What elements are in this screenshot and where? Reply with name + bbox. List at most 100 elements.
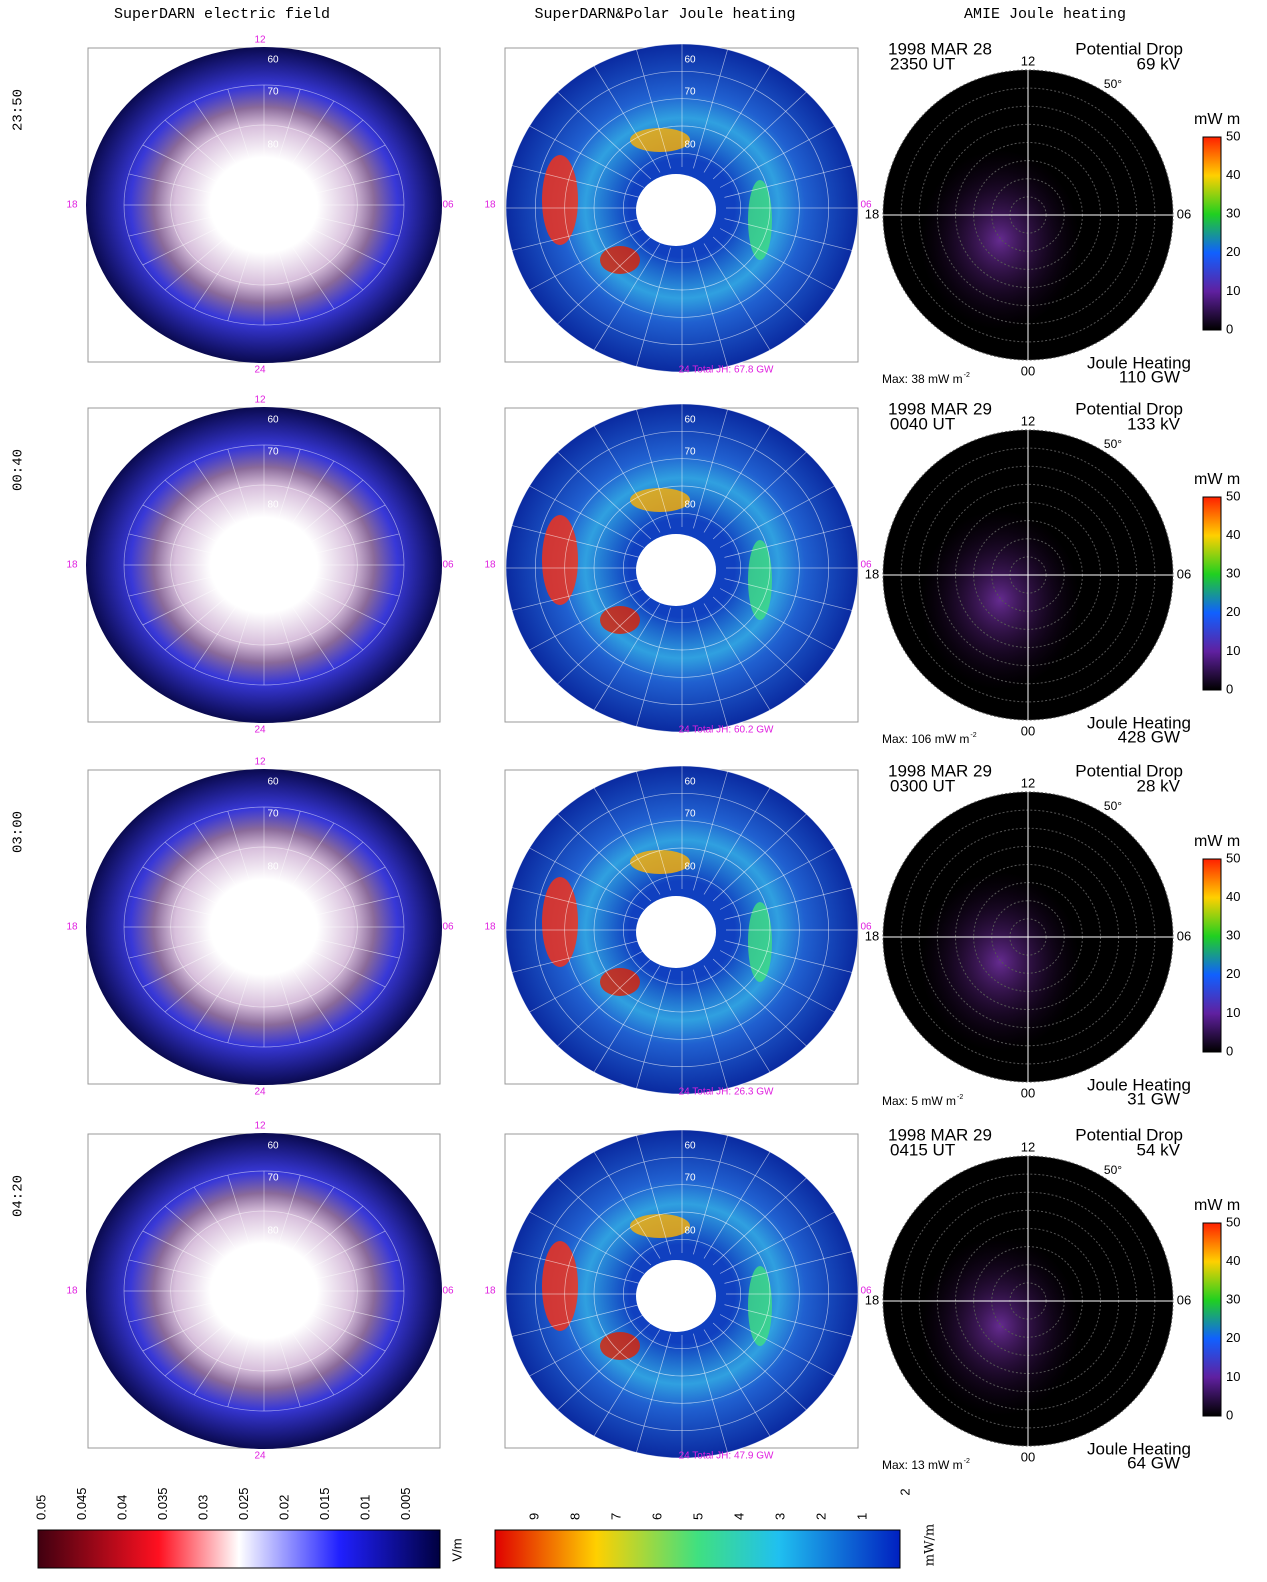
grid-spoke bbox=[557, 1177, 652, 1266]
heating-blob bbox=[600, 246, 640, 274]
grid-spoke bbox=[128, 575, 217, 597]
colorbar-tick: 20 bbox=[1226, 1330, 1240, 1345]
joule-total: 24 Total JH: 47.9 GW bbox=[679, 1451, 774, 1462]
grid-spoke bbox=[298, 1320, 364, 1377]
max-exponent: -2 bbox=[957, 1094, 963, 1101]
dial-label: 12 bbox=[1021, 1139, 1035, 1154]
grid-spoke bbox=[693, 247, 728, 367]
heating-blob bbox=[600, 606, 640, 634]
heating-blob bbox=[630, 1214, 690, 1238]
grid-spoke bbox=[142, 225, 222, 266]
colorbar-tick: 5 bbox=[690, 1513, 705, 1520]
grid-spoke bbox=[164, 119, 230, 176]
colorbar-tick: 9 bbox=[526, 1513, 541, 1520]
grid-spoke bbox=[142, 866, 222, 907]
grid-spoke bbox=[724, 940, 853, 973]
grid-spoke bbox=[511, 940, 640, 973]
dial-label: 12 bbox=[254, 35, 266, 46]
max-label: Max: 13 mW m bbox=[882, 1458, 963, 1472]
dial-label: 24 bbox=[254, 1451, 266, 1462]
grid-spoke bbox=[693, 1135, 728, 1255]
jh-value: 428 GW bbox=[1118, 727, 1180, 746]
lat-label: 70 bbox=[684, 1173, 696, 1184]
heating-blob bbox=[748, 180, 772, 260]
pole-hole bbox=[636, 896, 716, 968]
dial-label: 06 bbox=[442, 560, 454, 571]
colorbar-tick: 0 bbox=[1226, 681, 1233, 696]
colorbar-tick: 0.02 bbox=[276, 1495, 291, 1520]
grid-spoke bbox=[306, 1230, 386, 1271]
grid-spoke bbox=[557, 236, 652, 325]
grid-spoke bbox=[712, 1322, 807, 1411]
pole-hole bbox=[218, 529, 302, 601]
grid-spoke bbox=[128, 215, 217, 237]
pole-hole bbox=[218, 169, 302, 241]
dial-label: 06 bbox=[1177, 566, 1191, 581]
colorbar-exp: 2 bbox=[897, 1488, 912, 1495]
grid-spoke bbox=[703, 787, 771, 895]
grid-spoke bbox=[306, 144, 386, 185]
grid-spoke bbox=[712, 236, 807, 325]
dial-label: 12 bbox=[254, 1121, 266, 1132]
grid-spoke bbox=[227, 88, 252, 165]
amie-colorbar bbox=[1202, 1222, 1222, 1417]
grid-spoke bbox=[306, 866, 386, 907]
grid-spoke bbox=[511, 1251, 640, 1284]
colorbar-tick: 0.03 bbox=[195, 1495, 210, 1520]
colorbar-tick: 1 bbox=[854, 1513, 869, 1520]
grid-spoke bbox=[142, 1230, 222, 1271]
grid-spoke bbox=[298, 234, 364, 291]
grid-spoke bbox=[719, 125, 835, 188]
grid-spoke bbox=[128, 1259, 217, 1281]
grid-spoke bbox=[128, 937, 217, 959]
grid-spoke bbox=[529, 950, 645, 1013]
grid-spoke bbox=[227, 245, 252, 322]
jh-label: Joule Heating bbox=[1087, 1439, 1191, 1458]
grid-spoke bbox=[276, 1331, 301, 1408]
lat-label: 70 bbox=[267, 809, 279, 820]
grid-spoke bbox=[142, 585, 222, 626]
grid-spoke bbox=[724, 1251, 853, 1284]
dial-label: 18 bbox=[865, 206, 879, 221]
grid-spoke bbox=[311, 1259, 400, 1281]
dial-label: 06 bbox=[442, 200, 454, 211]
grid-spoke bbox=[193, 1186, 240, 1255]
jh-value: 31 GW bbox=[1127, 1089, 1180, 1108]
amie-ut: 0040 UT bbox=[890, 414, 955, 433]
heating-blob bbox=[748, 540, 772, 620]
column-title: SuperDARN&Polar Joule heating bbox=[534, 6, 795, 23]
amie-ut: 2350 UT bbox=[890, 54, 955, 73]
grid-spoke bbox=[712, 1177, 807, 1266]
grid-spoke bbox=[511, 887, 640, 920]
max-label: Max: 5 mW m bbox=[882, 1094, 956, 1108]
colorbar-tick: 40 bbox=[1226, 167, 1240, 182]
grid-spoke bbox=[557, 91, 652, 180]
colorbar-tick: 50 bbox=[1226, 1214, 1240, 1229]
grid-spoke bbox=[529, 847, 645, 910]
drop-value: 69 kV bbox=[1137, 54, 1181, 73]
grid-spoke bbox=[128, 895, 217, 917]
lat-label: 70 bbox=[267, 447, 279, 458]
dial-label: 12 bbox=[254, 395, 266, 406]
grid-spoke bbox=[636, 1135, 671, 1255]
colorbar-tick: 2 bbox=[813, 1513, 828, 1520]
grid-spoke bbox=[557, 958, 652, 1047]
grid-spoke bbox=[719, 588, 835, 651]
grid-spoke bbox=[724, 525, 853, 558]
colorbar-tick: 50 bbox=[1226, 850, 1240, 865]
dial-label: 00 bbox=[1021, 723, 1035, 738]
grid-spoke bbox=[511, 165, 640, 198]
joule-total: 24 Total JH: 60.2 GW bbox=[679, 725, 774, 736]
amie-ut: 0300 UT bbox=[890, 776, 955, 795]
dial-label: 24 bbox=[254, 1087, 266, 1098]
dial-label: 00 bbox=[1021, 1449, 1035, 1464]
colorbar-tick: 50 bbox=[1226, 128, 1240, 143]
lat-label: 70 bbox=[684, 87, 696, 98]
grid-spoke bbox=[529, 125, 645, 188]
lat-label: 80 bbox=[684, 140, 696, 151]
grid-spoke bbox=[311, 215, 400, 237]
colorbar-tick: 0 bbox=[1226, 321, 1233, 336]
grid-spoke bbox=[693, 1333, 728, 1453]
grid-spoke bbox=[288, 100, 335, 169]
